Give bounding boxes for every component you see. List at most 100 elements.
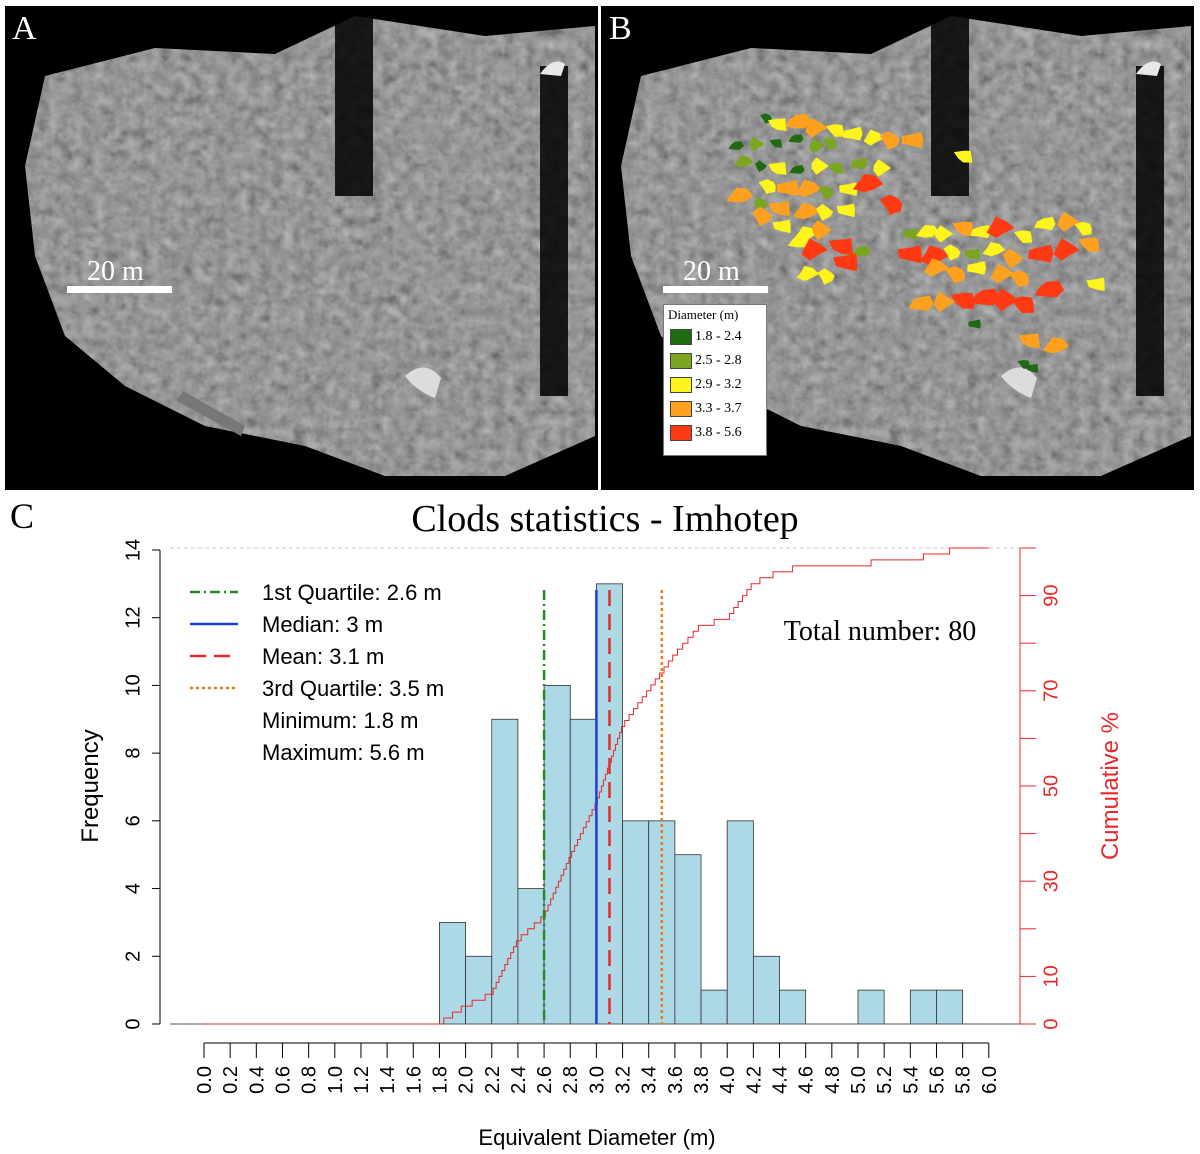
clod-outline <box>1053 238 1080 261</box>
clod-outline <box>970 224 992 239</box>
clod-outline <box>827 163 843 174</box>
clod-outline <box>902 228 918 240</box>
x-tick-label: 3.2 <box>613 1066 635 1094</box>
x-tick-label: 1.4 <box>377 1066 399 1094</box>
chart-title: Clods statistics - Imhotep <box>411 498 798 540</box>
x-tick-label: 5.0 <box>848 1066 870 1094</box>
clod-outline <box>935 225 954 243</box>
clod-outline <box>879 194 903 215</box>
clod-outline <box>805 117 828 138</box>
x-tick-label: 0.2 <box>220 1066 242 1094</box>
clod-outline <box>753 197 769 212</box>
x-tick-label: 4.4 <box>770 1066 792 1094</box>
legend-swatch <box>670 329 692 345</box>
diameter-legend: Diameter (m) 1.8 - 2.4 2.5 - 2.8 2.9 - 3… <box>663 304 767 456</box>
clod-outline <box>1074 221 1092 236</box>
clod-outline <box>728 141 745 150</box>
clod-outline <box>1002 248 1023 269</box>
stats-legend: 1st Quartile: 2.6 m Median: 3 m Mean: 3.… <box>190 580 444 765</box>
x-tick-label: 2.2 <box>482 1066 504 1094</box>
clod-outline <box>796 265 820 281</box>
y-tick-label: 14 <box>122 539 144 561</box>
clod-outline <box>1034 216 1056 231</box>
x-tick-label: 0.4 <box>246 1066 268 1094</box>
clod-outline <box>836 203 855 218</box>
legend-item: 1.8 - 2.4 <box>670 329 742 347</box>
clod-outline <box>1014 230 1033 243</box>
clod-outline <box>943 244 961 261</box>
clod-outline <box>785 114 812 129</box>
clod-outline <box>863 129 885 146</box>
cumulative-line <box>204 547 989 1025</box>
panel-c-label: C <box>10 496 35 536</box>
histogram-bar <box>543 685 571 1025</box>
clod-outline <box>873 159 892 177</box>
clod-outline <box>852 174 884 193</box>
clod-outline <box>768 162 787 175</box>
legend-q1: 1st Quartile: 2.6 m <box>262 580 442 605</box>
clod-outline <box>967 261 987 275</box>
x-tick-label: 0.0 <box>194 1066 216 1094</box>
histogram-bar <box>857 989 885 1025</box>
clod-outline <box>788 134 804 143</box>
x-tick-label: 0.8 <box>299 1066 321 1094</box>
x-tick-label: 3.4 <box>639 1066 661 1094</box>
clod-outline <box>752 206 773 227</box>
clod-outline <box>825 124 845 137</box>
right-tick-label: 90 <box>1040 584 1062 606</box>
x-tick-label: 1.6 <box>403 1066 425 1094</box>
panel-b-label: B <box>609 10 632 47</box>
x-tick-label: 5.2 <box>874 1066 896 1094</box>
x-tick-label: 2.0 <box>456 1066 478 1094</box>
legend-item-label: 2.9 - 3.2 <box>695 377 742 393</box>
histogram-bar <box>491 718 519 1025</box>
y-axis-right: 0 10 30 50 70 90 <box>1019 547 1062 1030</box>
clod-outline <box>1086 277 1105 292</box>
scale-label-b: 20 m <box>683 256 740 287</box>
y-tick-label: 4 <box>122 883 144 894</box>
clod-outline <box>950 293 975 309</box>
clod-outline <box>776 180 799 196</box>
legend-swatch <box>670 377 692 393</box>
histogram-bar <box>779 989 807 1025</box>
clod-outline <box>768 118 787 131</box>
right-tick-label: 10 <box>1040 965 1062 987</box>
legend-minimum: Minimum: 1.8 m <box>262 708 418 733</box>
y-tick-label: 2 <box>122 951 144 962</box>
legend-item-label: 3.8 - 5.6 <box>695 425 742 441</box>
x-tick-label: 1.8 <box>429 1066 451 1094</box>
legend-swatch <box>670 425 692 441</box>
clod-outline <box>769 139 783 148</box>
clod-outline <box>923 258 949 277</box>
clod-outline <box>758 179 776 194</box>
clod-outline <box>842 126 863 141</box>
clod-outline <box>968 319 981 329</box>
x-tick-label: 4.6 <box>796 1066 818 1094</box>
clod-outlines <box>726 113 1105 373</box>
legend-swatch <box>670 353 692 369</box>
clod-outline <box>792 203 820 220</box>
x-axis-label: Equivalent Diameter (m) <box>478 1125 715 1150</box>
right-tick-label: 30 <box>1040 870 1062 892</box>
right-tick-label: 50 <box>1040 775 1062 797</box>
clod-outline <box>1018 333 1040 349</box>
clod-outline <box>822 137 837 150</box>
clod-outline <box>768 201 790 217</box>
legend-item-label: 1.8 - 2.4 <box>695 329 742 345</box>
clod-outline <box>1034 280 1065 298</box>
clod-outline <box>809 138 826 154</box>
clod-outline <box>789 165 805 174</box>
panel-a-label: A <box>12 10 37 47</box>
clod-outline <box>801 238 829 261</box>
clod-outline <box>1025 363 1039 373</box>
histogram-bar <box>674 854 702 1025</box>
histogram-bar <box>622 820 650 1025</box>
clod-outline <box>953 150 973 163</box>
clod-outline <box>990 263 1015 284</box>
clod-outline <box>819 185 834 200</box>
clod-outline <box>970 288 1000 306</box>
clod-outline <box>1042 337 1070 354</box>
legend-item-label: 3.3 - 3.7 <box>695 401 742 417</box>
clod-outline <box>1008 270 1029 287</box>
x-tick-label: 2.4 <box>508 1066 530 1094</box>
